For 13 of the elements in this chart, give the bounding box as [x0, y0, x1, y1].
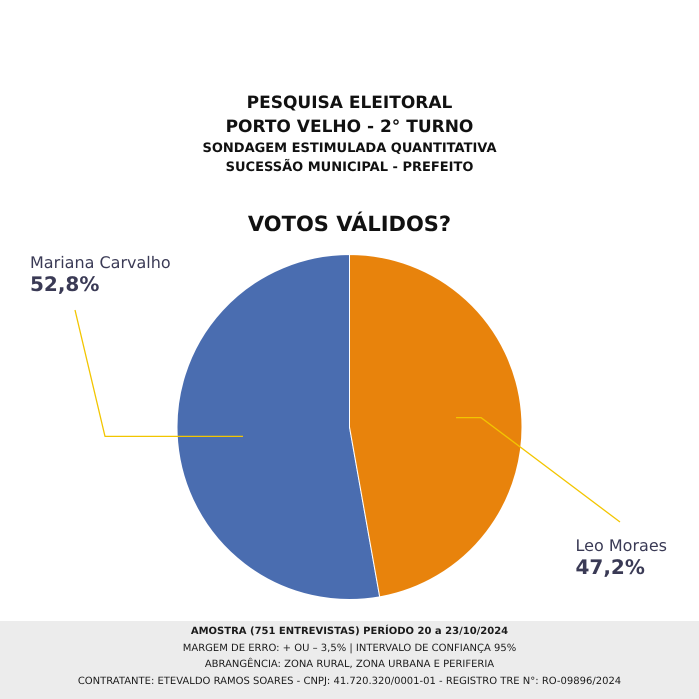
text: MARGEM DE ERRO: + OU – 3,5% | INTERVALO DE CONFIANÇA 95% [182, 642, 518, 656]
text: SUCESSÃO MUNICIPAL - PREFEITO [224, 158, 474, 177]
text: VOTOS VÁLIDOS? [246, 210, 452, 238]
data-label: 52,8% [30, 272, 100, 296]
text: ABRANGÊNCIA: ZONA RURAL, ZONA URBANA E PERIFERIA [204, 657, 496, 672]
text: SONDAGEM ESTIMULADA QUANTITATIVA [201, 140, 498, 158]
text: CONTRATANTE: ETEVALDO RAMOS SOARES - CNPJ: 41.720.320/0001-01 - REGISTRO TRE N°: RO-09896/2024 [76, 674, 622, 688]
slice-label: Leo Moraes [575, 536, 668, 555]
text: AMOSTRA (751 ENTREVISTAS) PERÍODO 20 a 23/10/2024 [190, 624, 510, 639]
data-label: 47,2% [575, 555, 645, 579]
slice-label: Mariana Carvalho [30, 253, 171, 272]
chart-subtitle: PORTO VELHO - 2° TURNO [224, 116, 474, 139]
chart-title: PESQUISA ELEITORAL [246, 92, 454, 115]
